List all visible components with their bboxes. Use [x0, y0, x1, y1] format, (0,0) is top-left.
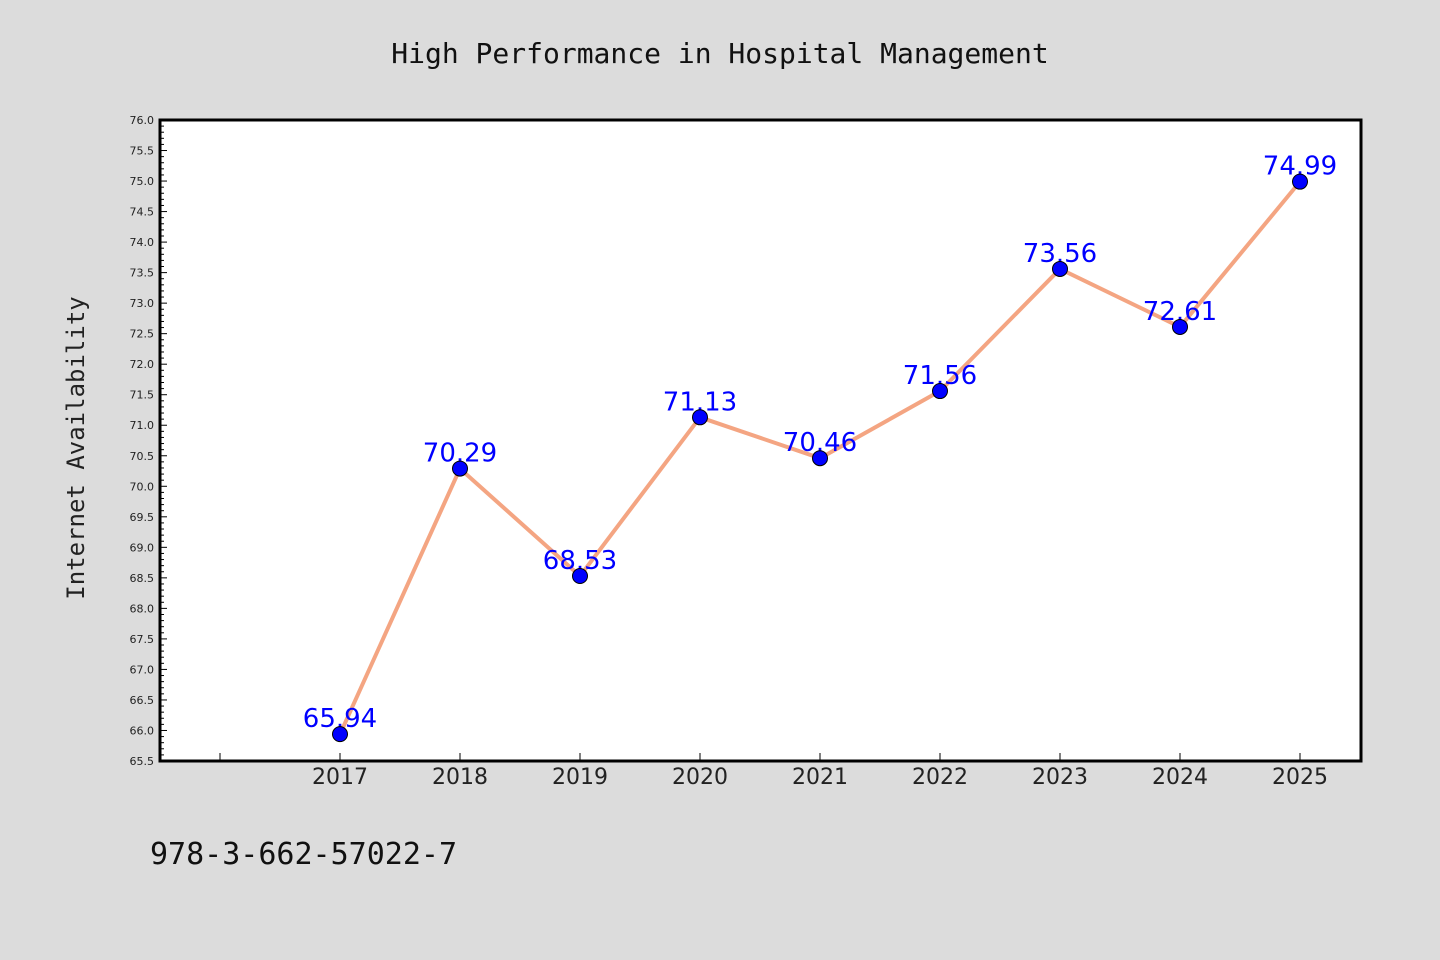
y-tick-label: 69.0	[130, 541, 155, 554]
y-tick-label: 71.0	[130, 419, 155, 432]
y-tick-label: 65.5	[130, 755, 155, 768]
data-point	[332, 726, 348, 743]
footer-code: 978-3-662-57022-7	[150, 837, 457, 872]
x-tick-label: 2019	[552, 765, 608, 790]
y-tick-label: 72.0	[130, 358, 155, 371]
x-tick-label: 2021	[792, 765, 848, 790]
y-tick-label: 74.0	[130, 236, 155, 249]
y-tick-label: 70.0	[130, 480, 155, 493]
y-tick-label: 72.5	[130, 328, 155, 341]
data-point	[572, 568, 588, 585]
plot-area	[160, 120, 1361, 761]
x-tick-label: 2023	[1032, 765, 1088, 790]
y-tick-label: 74.5	[130, 206, 155, 219]
data-point	[932, 383, 948, 400]
x-tick-label: 2024	[1152, 765, 1208, 790]
chart-title: High Performance in Hospital Management	[391, 37, 1048, 70]
x-axis: 2017 2018 2019 2020 2021 2022 2023 2024 2025	[219, 753, 1328, 790]
y-tick-label: 73.5	[130, 267, 155, 280]
x-tick-label: 2025	[1272, 765, 1328, 790]
y-tick-label: 68.5	[130, 572, 155, 585]
series-group: 65.9470.2968.5371.1370.4671.5673.5672.61…	[303, 152, 1337, 743]
data-point	[1292, 173, 1308, 190]
y-tick-label: 69.5	[130, 511, 155, 524]
x-tick-label: 2017	[312, 765, 368, 790]
data-point	[452, 460, 468, 477]
y-tick-label: 70.5	[130, 450, 155, 463]
plot-frame	[158, 118, 1363, 763]
y-tick-label: 73.0	[130, 297, 155, 310]
y-tick-label: 68.0	[130, 602, 155, 615]
y-tick-label: 66.5	[130, 694, 155, 707]
y-tick-label: 75.5	[130, 145, 155, 158]
y-tick-label: 66.0	[130, 724, 155, 737]
x-tick-label: 2022	[912, 765, 968, 790]
y-tick-label: 71.5	[130, 389, 155, 402]
data-point	[1052, 260, 1068, 277]
y-tick-label: 67.0	[130, 663, 155, 676]
y-tick-label: 75.0	[130, 175, 155, 188]
data-point	[812, 450, 828, 467]
y-tick-label: 67.5	[130, 633, 155, 646]
x-tick-label: 2020	[672, 765, 728, 790]
x-tick-label: 2018	[432, 765, 488, 790]
y-tick-label: 76.0	[130, 114, 155, 127]
data-point	[1172, 318, 1188, 335]
data-point	[692, 409, 708, 426]
y-axis-label: Internet Availability	[62, 296, 90, 599]
